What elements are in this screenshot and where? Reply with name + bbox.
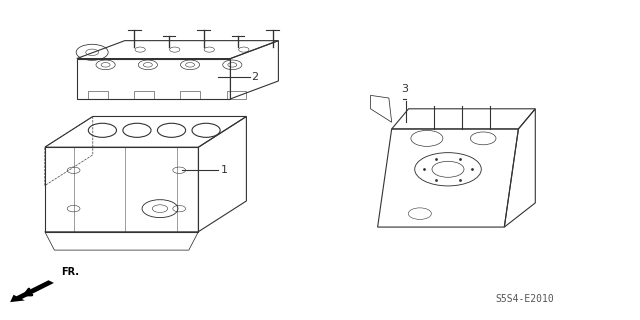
- Text: 2: 2: [252, 72, 259, 82]
- FancyArrow shape: [10, 280, 54, 302]
- Text: FR.: FR.: [61, 267, 79, 277]
- Bar: [88, 91, 108, 99]
- Text: 1: 1: [221, 164, 228, 175]
- Bar: [134, 91, 154, 99]
- Bar: [227, 91, 246, 99]
- Text: 3: 3: [402, 84, 408, 94]
- Text: S5S4-E2010: S5S4-E2010: [495, 294, 554, 304]
- Bar: [180, 91, 200, 99]
